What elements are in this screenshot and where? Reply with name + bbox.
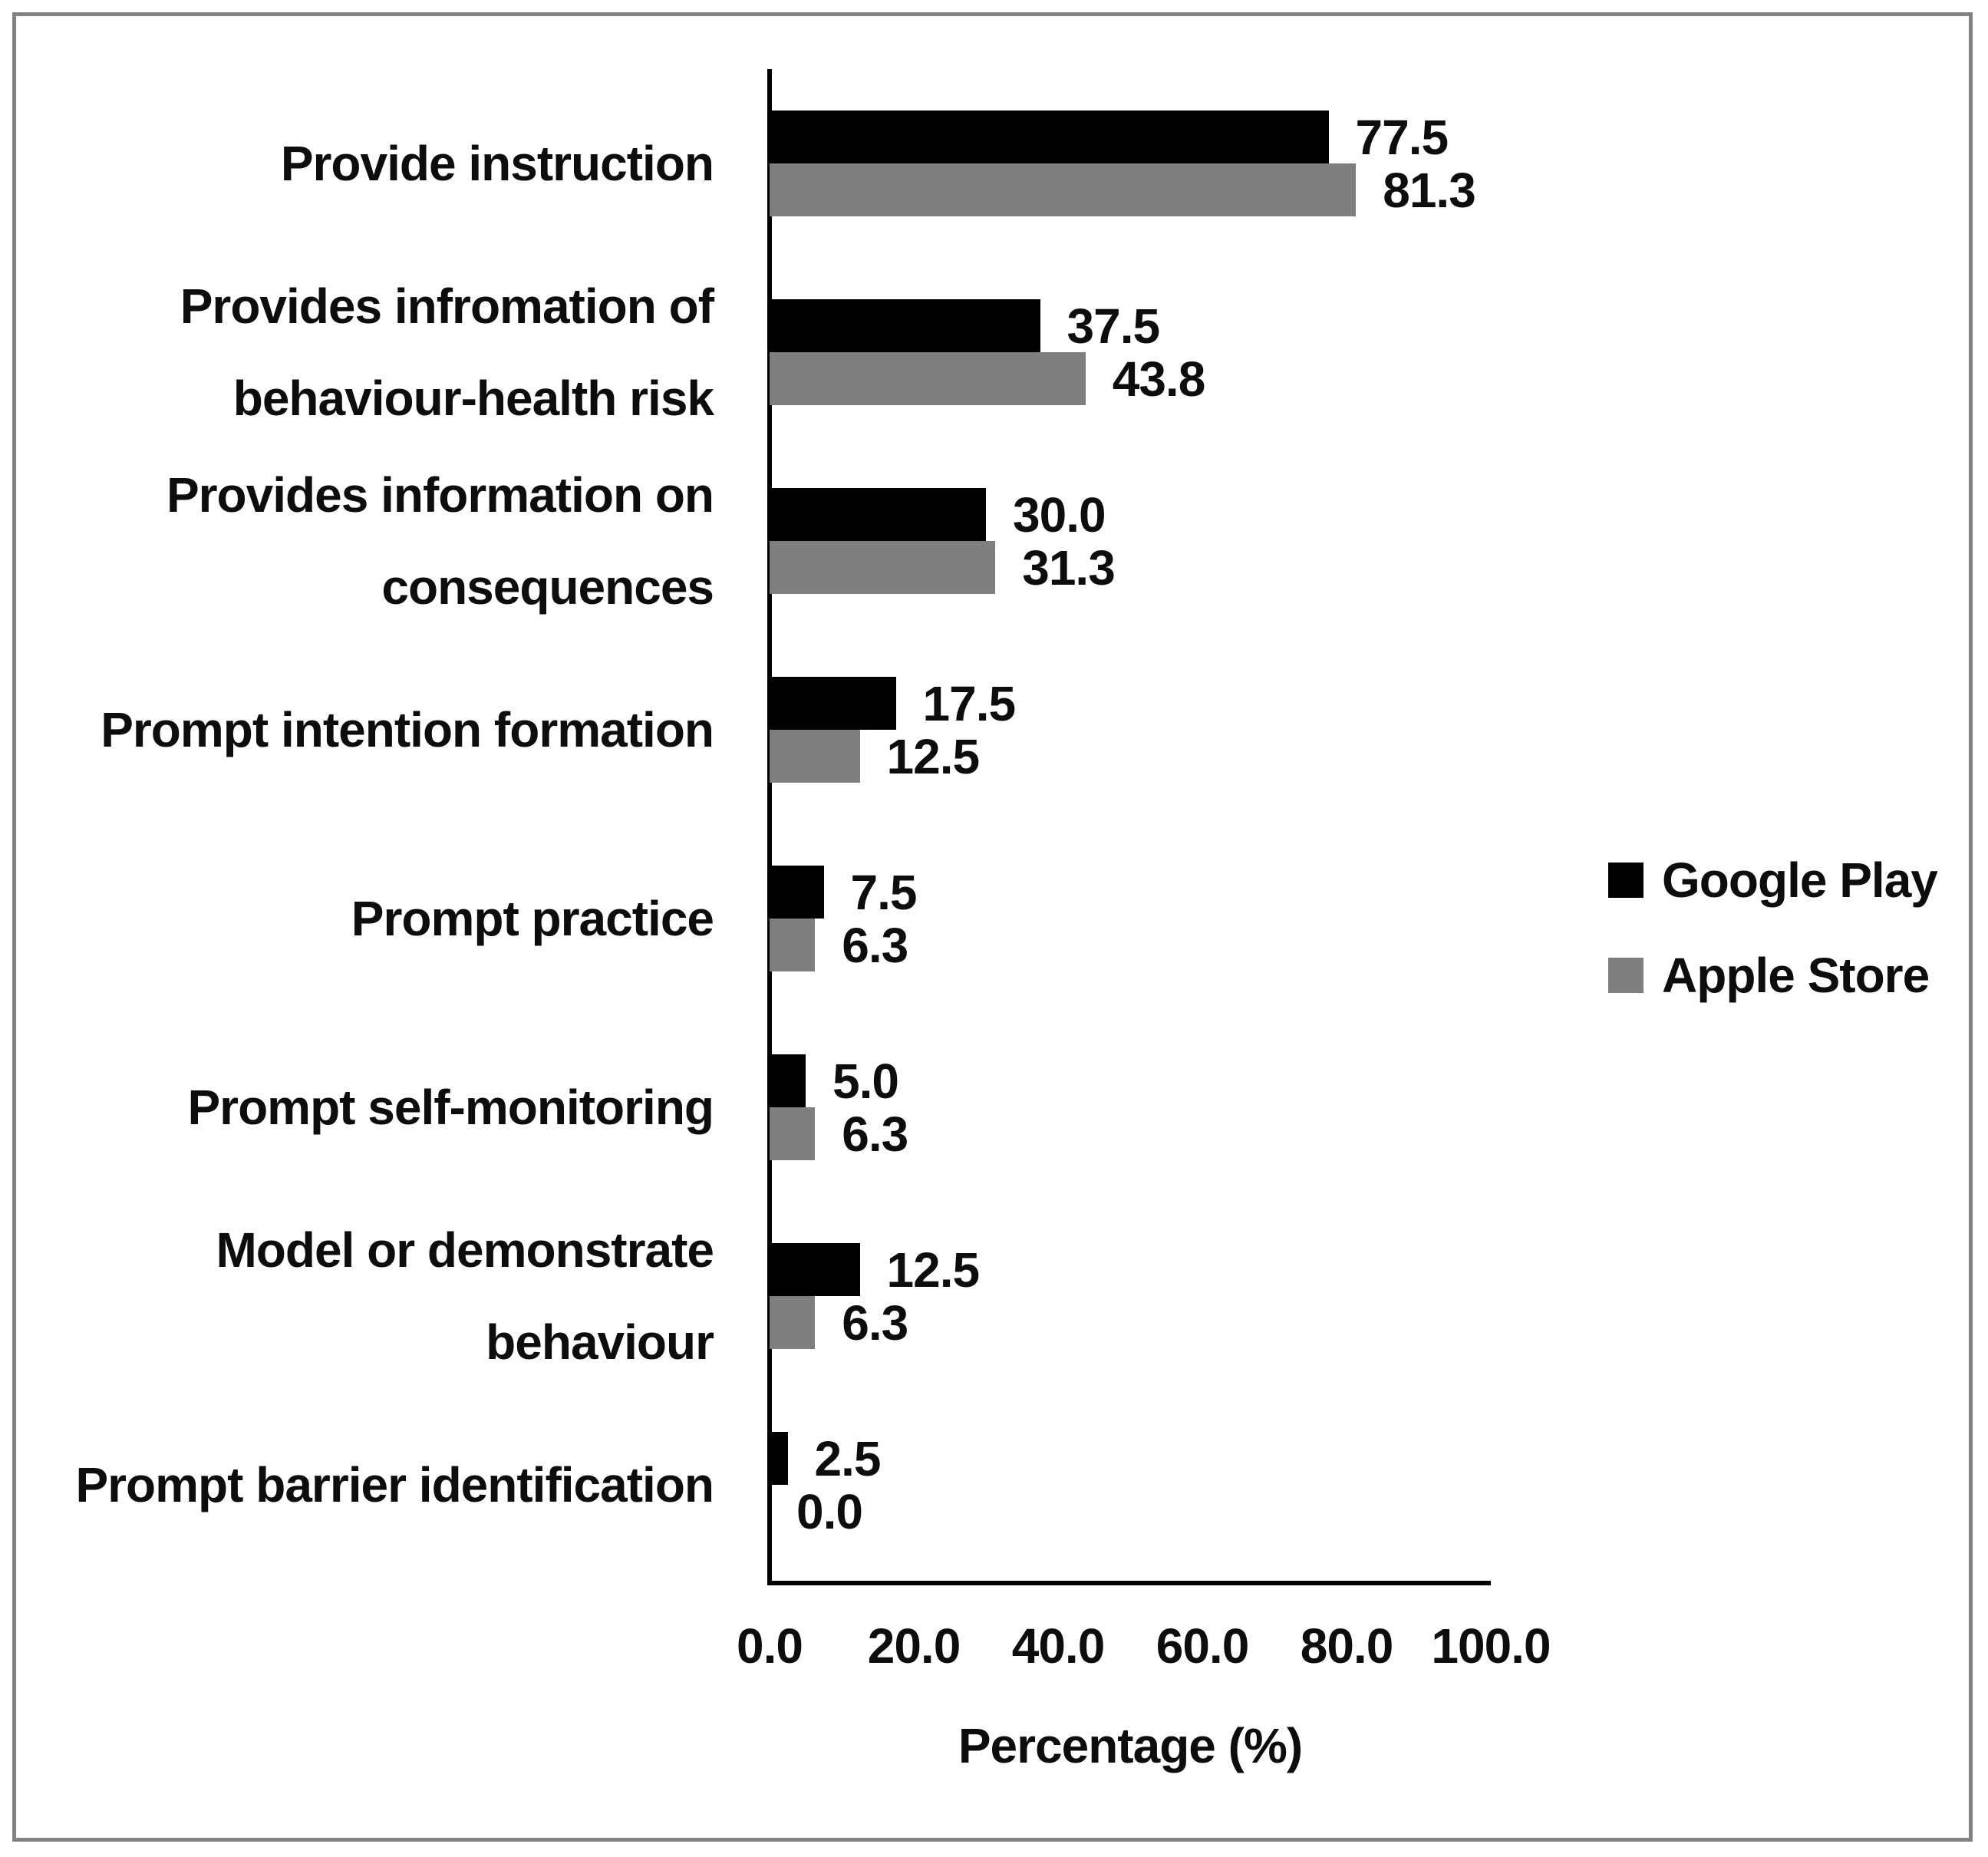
legend: Google Play Apple Store [1608, 852, 1938, 1004]
x-tick-label: 80.0 [1300, 1618, 1394, 1674]
value-label-apple-store: 12.5 [886, 728, 981, 784]
category-label: Provides infromation of behaviour-health… [180, 279, 714, 426]
legend-label-google-play: Google Play [1662, 853, 1938, 908]
value-label-apple-store: 81.3 [1383, 162, 1476, 218]
bar-apple-store [770, 730, 860, 783]
legend-item-apple-store: Apple Store [1608, 947, 1937, 1004]
value-label-google-play: 5.0 [832, 1053, 899, 1109]
value-label-apple-store: 6.3 [842, 1106, 908, 1162]
bar-apple-store [770, 163, 1357, 216]
bar-apple-store [770, 1296, 816, 1349]
category-label: Model or demonstrate behaviour [216, 1222, 714, 1370]
bar-apple-store [770, 352, 1086, 405]
bar-google-play [770, 299, 1040, 352]
bar-google-play [770, 110, 1329, 163]
value-label-google-play: 30.0 [1013, 487, 1106, 543]
category-label: Prompt intention formation [101, 702, 714, 757]
legend-item-google-play: Google Play [1608, 852, 1938, 909]
bar-google-play [770, 1432, 788, 1485]
bar-apple-store [770, 919, 816, 971]
value-label-apple-store: 31.3 [1022, 539, 1116, 595]
x-axis-line [767, 1581, 1491, 1585]
bar-apple-store [770, 541, 996, 594]
value-label-apple-store: 0.0 [796, 1483, 863, 1539]
x-tick-label: 100.0 [1431, 1618, 1551, 1674]
legend-swatch-google-play-icon [1608, 863, 1643, 898]
x-tick-label: 60.0 [1156, 1618, 1250, 1674]
bar-google-play [770, 866, 824, 919]
y-axis-line [767, 69, 772, 1585]
value-label-google-play: 37.5 [1067, 298, 1161, 354]
category-label: Prompt self-monitoring [187, 1080, 714, 1135]
bar-google-play [770, 677, 896, 730]
bar-google-play [770, 1243, 860, 1296]
value-label-google-play: 12.5 [886, 1242, 981, 1298]
value-label-apple-store: 6.3 [842, 917, 908, 973]
category-label: Provide instruction [280, 136, 714, 191]
bar-google-play [770, 488, 986, 541]
x-tick-label: 40.0 [1011, 1618, 1106, 1674]
category-label: Provides information on consequences [166, 467, 714, 615]
bar-google-play [770, 1054, 806, 1107]
category-label: Prompt barrier identification [75, 1457, 714, 1512]
x-tick-label: 0.0 [737, 1618, 803, 1674]
value-label-apple-store: 43.8 [1112, 351, 1206, 407]
bar-apple-store [770, 1107, 816, 1160]
value-label-google-play: 2.5 [814, 1430, 882, 1486]
category-label: Prompt practice [351, 891, 714, 946]
value-label-apple-store: 6.3 [842, 1295, 908, 1351]
value-label-google-play: 7.5 [850, 864, 918, 920]
legend-label-apple-store: Apple Store [1662, 948, 1930, 1003]
x-axis-title: Percentage (%) [958, 1718, 1303, 1773]
value-label-google-play: 77.5 [1355, 109, 1449, 165]
value-label-google-play: 17.5 [922, 675, 1017, 731]
x-tick-label: 20.0 [867, 1618, 961, 1674]
legend-swatch-apple-store-icon [1608, 958, 1643, 993]
